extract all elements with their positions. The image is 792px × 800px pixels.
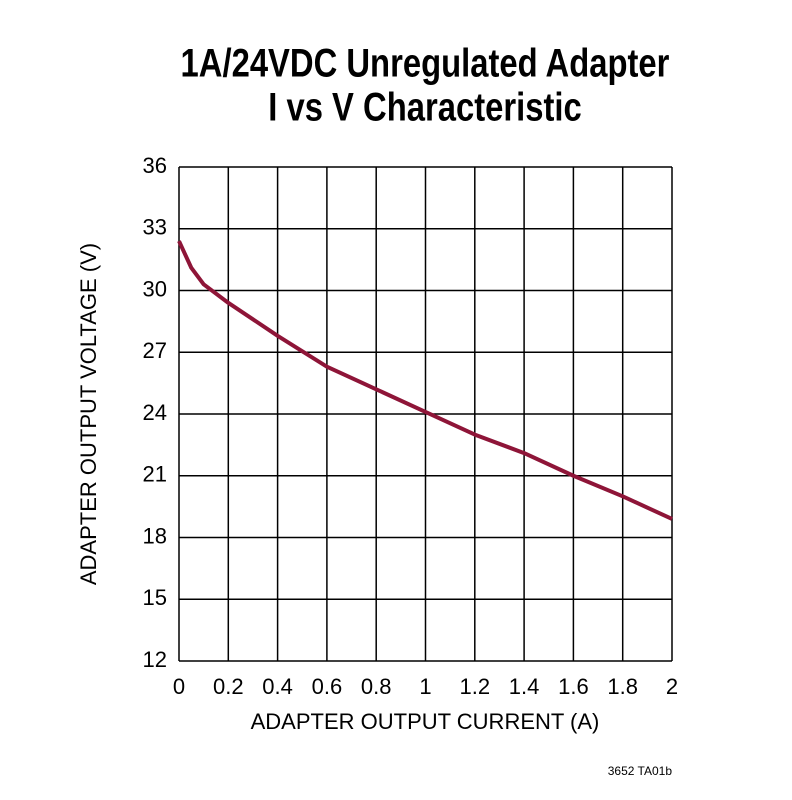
y-tick-label: 33 — [143, 215, 167, 240]
y-axis-label: ADAPTER OUTPUT VOLTAGE (V) — [76, 243, 101, 585]
y-tick-label: 21 — [143, 462, 167, 487]
y-tick-label: 18 — [143, 523, 167, 548]
x-tick-label: 0.8 — [361, 674, 392, 699]
x-tick-label: 0.6 — [312, 674, 343, 699]
x-tick-label: 1.2 — [460, 674, 491, 699]
chart-title: 1A/24VDC Unregulated Adapter — [181, 40, 670, 85]
x-tick-label: 1.8 — [607, 674, 638, 699]
x-tick-label: 2 — [666, 674, 678, 699]
x-tick-label: 1 — [419, 674, 431, 699]
x-tick-label: 1.6 — [558, 674, 589, 699]
y-tick-label: 12 — [143, 647, 167, 672]
x-tick-label: 0 — [173, 674, 185, 699]
x-tick-label: 0.4 — [262, 674, 293, 699]
y-tick-label: 36 — [143, 153, 167, 178]
x-axis-label: ADAPTER OUTPUT CURRENT (A) — [251, 709, 600, 734]
x-tick-label: 1.4 — [509, 674, 540, 699]
y-tick-label: 24 — [143, 400, 167, 425]
y-tick-label: 15 — [143, 585, 167, 610]
x-tick-label: 0.2 — [213, 674, 244, 699]
y-tick-label: 30 — [143, 276, 167, 301]
chart-subtitle: I vs V Characteristic — [268, 84, 581, 129]
y-tick-label: 27 — [143, 338, 167, 363]
figure-note: 3652 TA01b — [608, 764, 673, 778]
data-line — [177, 240, 673, 521]
